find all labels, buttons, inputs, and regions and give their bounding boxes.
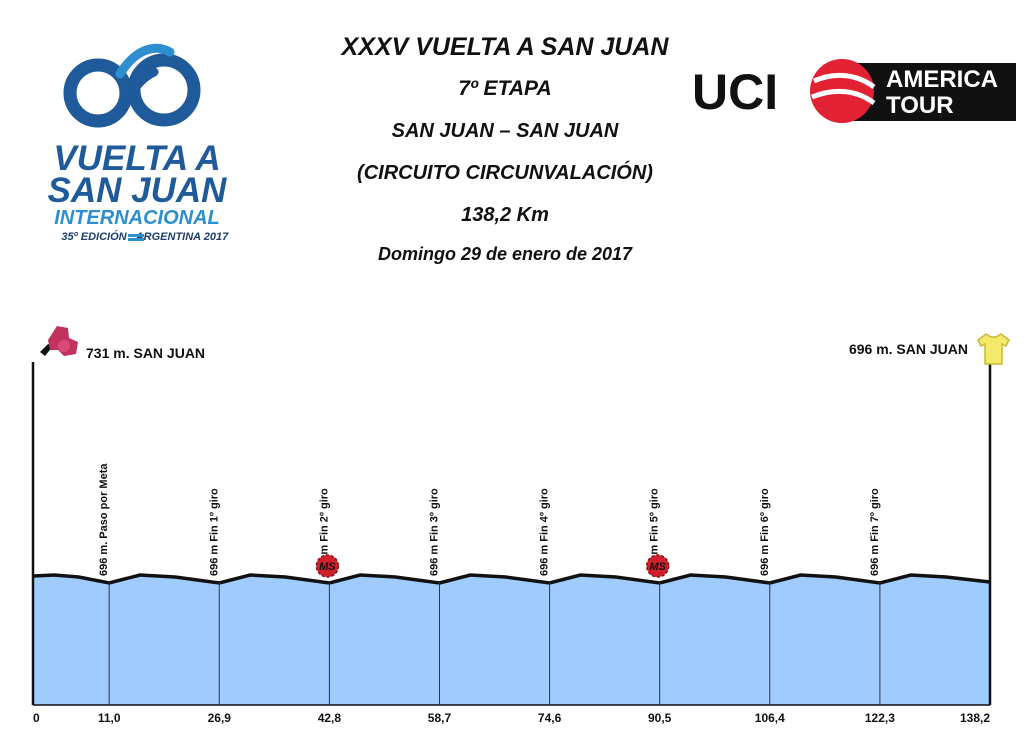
finish-label: 696 m. SAN JUAN — [849, 341, 968, 357]
sprint-badge-label: MS — [319, 561, 336, 573]
race-logo-line1: VUELTA A — [53, 139, 220, 178]
stage-date: Domingo 29 de enero de 2017 — [377, 244, 633, 264]
x-tick-label: 58,7 — [428, 711, 452, 725]
race-logo-edition: 35º EDICIÓN — [61, 230, 127, 243]
waypoint-label: 696 m Fin 1º giro — [208, 488, 220, 576]
waypoint-label: 696 m Fin 3º giro — [428, 488, 440, 576]
x-tick-label: 11,0 — [98, 711, 121, 725]
x-tick-label: 26,9 — [208, 711, 232, 725]
uci-america-text: AMERICA — [886, 66, 998, 93]
x-tick-label: 122,3 — [865, 711, 895, 725]
waypoint-label: 696 m Fin 4º giro — [539, 488, 551, 576]
sprint-badge-icon: MS — [645, 554, 670, 578]
profile-line — [32, 573, 991, 585]
waypoint-label: 696 m Fin 5º giro — [649, 488, 661, 576]
sprint-badge-icon: MS — [315, 554, 340, 578]
waypoint-label: 696 m. Paso por Meta — [98, 463, 110, 576]
start-flag-icon — [40, 326, 78, 356]
race-logo-line3: INTERNACIONAL — [54, 207, 220, 229]
profile-fill — [33, 575, 990, 705]
vuelta-a-san-juan-logo: VUELTA A SAN JUAN INTERNACIONAL 35º EDIC… — [24, 38, 250, 244]
uci-wordmark: UCI — [692, 64, 778, 120]
race-logo-country-year: ARGENTINA 2017 — [135, 231, 229, 243]
uci-ribbon-icon — [810, 59, 876, 123]
x-tick-label: 74,6 — [538, 711, 562, 725]
x-tick-label: 0 — [33, 711, 40, 725]
start-label: 731 m. SAN JUAN — [86, 345, 205, 361]
cyclist-icon — [63, 43, 201, 128]
stage-profile-chart: 696 m. Paso por Meta 696 m Fin 1º giro 696… — [31, 326, 1010, 725]
uci-america-tour-logo: UCI AMERICA TOUR — [690, 57, 1016, 125]
race-title: XXXV VUELTA A SAN JUAN — [341, 33, 669, 61]
waypoint-label: 696 m Fin 7º giro — [869, 488, 881, 576]
x-tick-label: 90,5 — [648, 711, 672, 725]
stage-circuit: (CIRCUITO CIRCUNVALACIÓN) — [357, 162, 653, 184]
x-tick-label: 138,2 — [960, 711, 990, 725]
leader-jersey-icon — [977, 333, 1010, 365]
stage-route: SAN JUAN – SAN JUAN — [391, 120, 619, 142]
waypoint-label: 696 m Fin 6º giro — [759, 488, 771, 576]
sprint-badge-label: MS — [649, 561, 666, 573]
x-tick-label: 42,8 — [318, 711, 342, 725]
stage-distance: 138,2 Km — [461, 204, 549, 226]
uci-tour-text: TOUR — [886, 92, 954, 119]
stage-number: 7º ETAPA — [458, 77, 552, 100]
x-tick-label: 106,4 — [755, 711, 785, 725]
stage-header: XXXV VUELTA A SAN JUAN 7º ETAPA SAN JUAN… — [300, 24, 710, 266]
race-logo-line2: SAN JUAN — [48, 171, 228, 210]
waypoint-label: 696 m Fin 2º giro — [318, 488, 330, 576]
